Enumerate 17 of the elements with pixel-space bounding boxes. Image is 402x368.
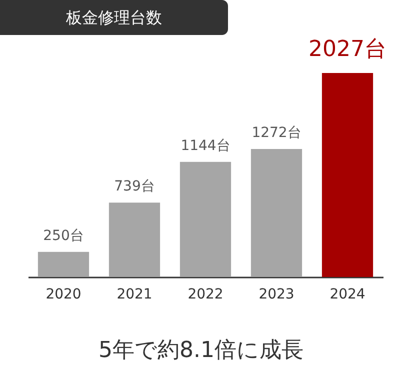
chart-title: 板金修理台数 [65, 8, 162, 27]
data-label: 250台 [43, 228, 84, 244]
data-label: 1272台 [252, 124, 302, 141]
text: 5年で約8.1倍に成長 [98, 338, 304, 363]
bar [322, 73, 374, 277]
bar [38, 252, 90, 277]
x-tick-label: 2022 [188, 286, 224, 302]
data-label: 739台 [114, 178, 155, 195]
bar [180, 162, 232, 277]
x-tick-label: 2020 [46, 286, 82, 302]
data-label: 1144台 [180, 138, 230, 154]
x-tick-label: 2024 [330, 286, 366, 302]
data-label: 2027台 [308, 37, 386, 62]
x-tick-label: 2021 [116, 286, 152, 302]
bar [108, 202, 160, 277]
bar [250, 148, 302, 277]
x-tick-label: 2023 [258, 286, 294, 302]
